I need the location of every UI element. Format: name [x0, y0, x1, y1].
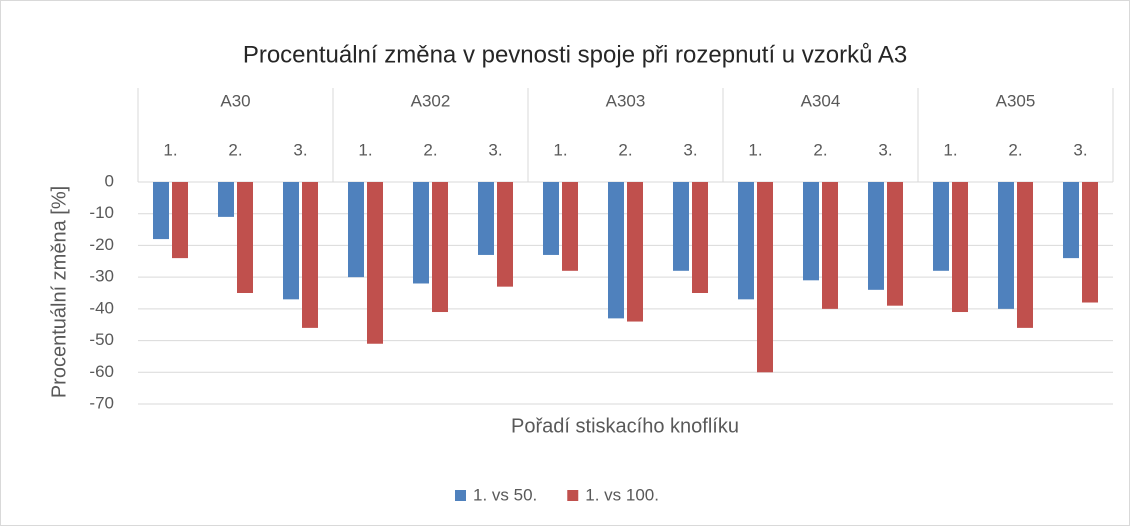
bar [348, 182, 364, 278]
x-tick-label: 1. [553, 140, 567, 159]
x-tick-label: 3. [293, 140, 307, 159]
x-tick-label: 1. [748, 140, 762, 159]
bar [868, 182, 884, 290]
x-tick-label: 1. [358, 140, 372, 159]
bar [283, 182, 299, 300]
group-label: A305 [996, 91, 1036, 110]
bar [933, 182, 949, 271]
y-axis-label: Procentuální změna [%] [48, 186, 70, 398]
x-tick-label: 3. [488, 140, 502, 159]
legend-swatch [567, 490, 579, 501]
bar [432, 182, 448, 313]
bar [543, 182, 559, 255]
bar [562, 182, 578, 271]
x-tick-label: 2. [618, 140, 632, 159]
bar [757, 182, 773, 373]
bar [608, 182, 624, 319]
x-tick-label: 3. [1073, 140, 1087, 159]
group-label: A302 [411, 91, 451, 110]
bar [1082, 182, 1098, 303]
bar [627, 182, 643, 322]
x-tick-label: 3. [878, 140, 892, 159]
bar [803, 182, 819, 281]
y-tick-label: -10 [89, 203, 114, 222]
x-tick-label: 2. [228, 140, 242, 159]
legend-label: 1. vs 50. [473, 485, 537, 504]
bar [1017, 182, 1033, 328]
y-tick-label: -50 [89, 330, 114, 349]
legend-swatch [455, 490, 466, 501]
y-tick-label: -20 [89, 235, 114, 254]
bar [478, 182, 494, 255]
bar [738, 182, 754, 300]
x-tick-label: 2. [1008, 140, 1022, 159]
x-axis-label: Pořadí stiskacího knoflíku [511, 415, 739, 437]
bar [1063, 182, 1079, 259]
bar [172, 182, 188, 259]
bar [413, 182, 429, 284]
group-label: A303 [606, 91, 646, 110]
group-label: A30 [220, 91, 250, 110]
legend-label: 1. vs 100. [585, 485, 659, 504]
y-tick-label: -70 [89, 393, 114, 412]
bar [998, 182, 1014, 309]
x-tick-label: 2. [813, 140, 827, 159]
bar [673, 182, 689, 271]
y-tick-label: 0 [105, 171, 114, 190]
x-tick-label: 2. [423, 140, 437, 159]
bar [153, 182, 169, 240]
y-tick-label: -60 [89, 362, 114, 381]
group-label: A304 [801, 91, 841, 110]
y-tick-label: -40 [89, 298, 114, 317]
bar [887, 182, 903, 306]
bar [822, 182, 838, 309]
bar [367, 182, 383, 344]
bar [218, 182, 234, 217]
y-tick-label: -30 [89, 267, 114, 286]
bar [497, 182, 513, 287]
x-tick-label: 3. [683, 140, 697, 159]
bar [692, 182, 708, 293]
bar [237, 182, 253, 293]
bar [302, 182, 318, 328]
x-tick-label: 1. [943, 140, 957, 159]
x-tick-label: 1. [163, 140, 177, 159]
chart-title: Procentuální změna v pevnosti spoje při … [243, 41, 907, 68]
bar [952, 182, 968, 313]
